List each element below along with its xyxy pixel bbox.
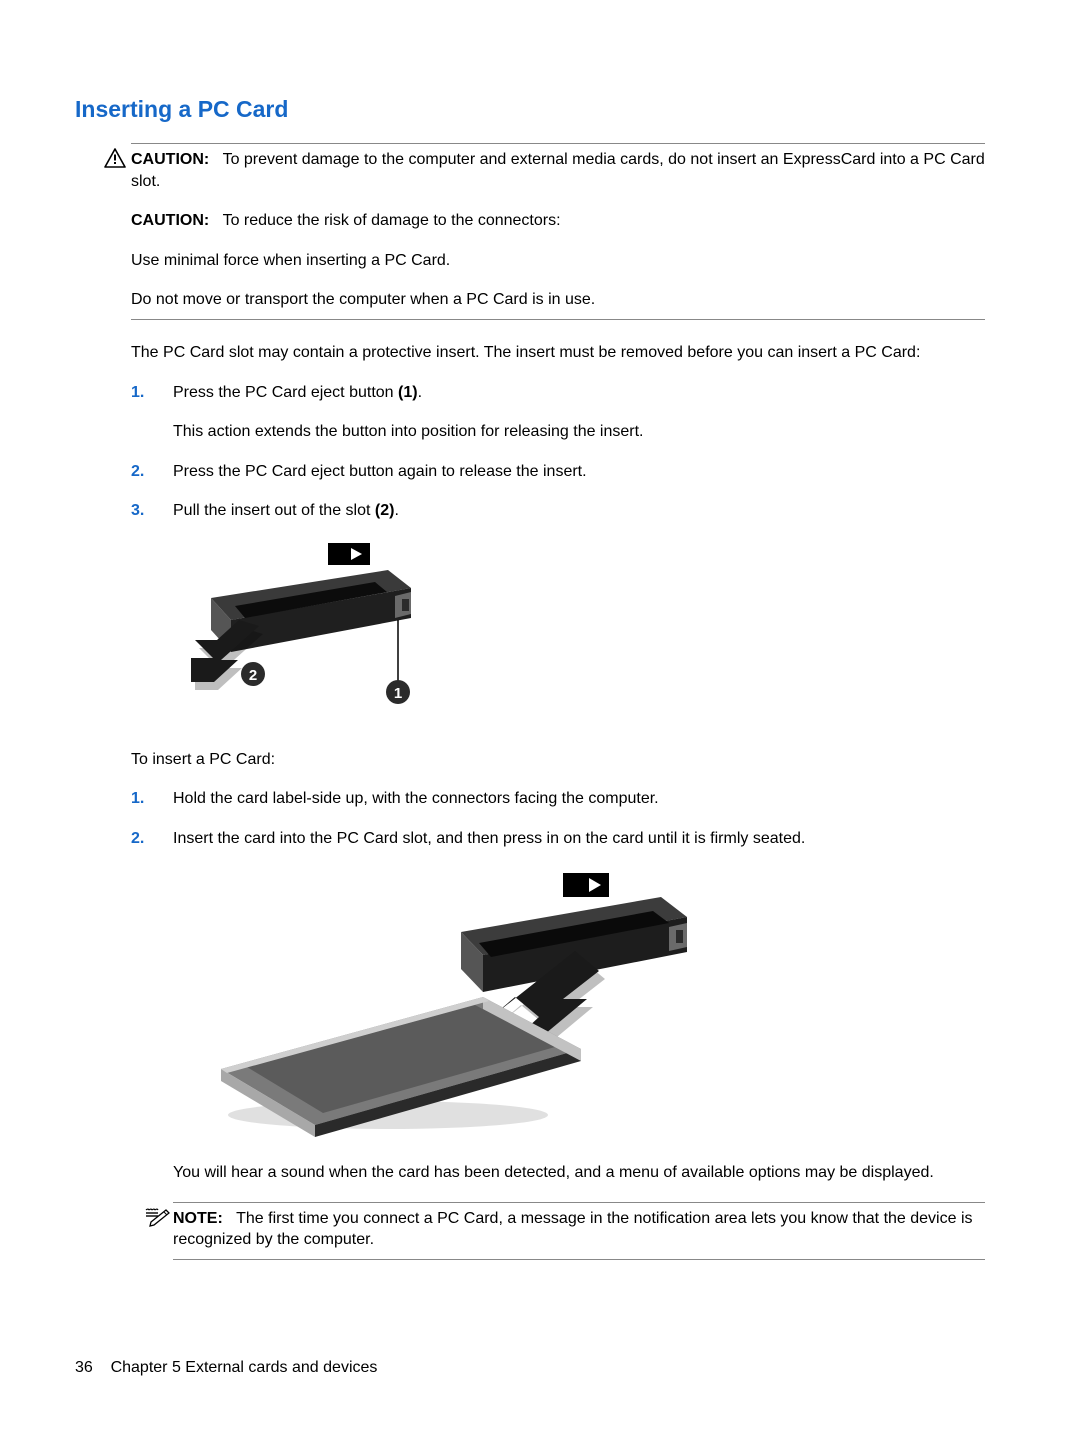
- page-number: 36: [75, 1359, 93, 1376]
- step-3-text: Pull the insert out of the slot (2).: [173, 500, 985, 522]
- chapter-title: Chapter 5 External cards and devices: [111, 1359, 378, 1376]
- caution-paragraph-2: CAUTION: To reduce the risk of damage to…: [131, 210, 985, 232]
- caution-paragraph-3: Use minimal force when inserting a PC Ca…: [131, 250, 985, 272]
- step-number: 1.: [131, 788, 144, 810]
- step2-2-aftertext: You will hear a sound when the card has …: [173, 1162, 985, 1184]
- step-3-text-c: .: [394, 502, 398, 519]
- step-number: 1.: [131, 382, 144, 404]
- intro-text: The PC Card slot may contain a protectiv…: [131, 342, 985, 364]
- note-paragraph: NOTE: The first time you connect a PC Ca…: [173, 1208, 985, 1251]
- warning-triangle-icon: [104, 148, 126, 175]
- intro-paragraph: The PC Card slot may contain a protectiv…: [131, 342, 985, 364]
- step-number: 2.: [131, 828, 144, 850]
- callout-1-label: 1: [394, 685, 402, 702]
- caution-paragraph-1: CAUTION: To prevent damage to the comput…: [131, 149, 985, 192]
- intro-2-paragraph: To insert a PC Card:: [131, 749, 985, 771]
- step-1-text-c: .: [418, 384, 422, 401]
- step-2: 2. Press the PC Card eject button again …: [131, 461, 985, 483]
- callout-2-label: 2: [249, 667, 257, 684]
- step-1: 1. Press the PC Card eject button (1). T…: [131, 382, 985, 443]
- caution-label-2: CAUTION:: [131, 212, 209, 229]
- caution-label: CAUTION:: [131, 151, 209, 168]
- figure-1: 1 2: [173, 540, 985, 727]
- step2-1-text: Hold the card label-side up, with the co…: [173, 788, 985, 810]
- figure-2: [173, 867, 985, 1144]
- step-number: 2.: [131, 461, 144, 483]
- note-text: The first time you connect a PC Card, a …: [173, 1210, 973, 1249]
- step-3-text-a: Pull the insert out of the slot: [173, 502, 375, 519]
- step-1-text-b: (1): [398, 384, 418, 401]
- note-block: NOTE: The first time you connect a PC Ca…: [173, 1202, 985, 1260]
- intro-2-text: To insert a PC Card:: [131, 749, 985, 771]
- note-pencil-icon: [144, 1207, 170, 1234]
- step-1-text: Press the PC Card eject button (1).: [173, 382, 985, 404]
- step-1-subtext: This action extends the button into posi…: [173, 421, 985, 443]
- caution-paragraph-4: Do not move or transport the computer wh…: [131, 289, 985, 311]
- page-footer: 36 Chapter 5 External cards and devices: [75, 1357, 377, 1379]
- caution-text-2: To reduce the risk of damage to the conn…: [223, 212, 561, 229]
- caution-block: CAUTION: To prevent damage to the comput…: [131, 143, 985, 320]
- step-1-text-a: Press the PC Card eject button: [173, 384, 398, 401]
- step-number: 3.: [131, 500, 144, 522]
- step-2-text: Press the PC Card eject button again to …: [173, 461, 985, 483]
- steps-list-2: 1. Hold the card label-side up, with the…: [131, 788, 985, 1260]
- step2-1: 1. Hold the card label-side up, with the…: [131, 788, 985, 810]
- caution-text-1: To prevent damage to the computer and ex…: [131, 151, 985, 190]
- note-label: NOTE:: [173, 1210, 223, 1227]
- step2-2: 2. Insert the card into the PC Card slot…: [131, 828, 985, 1260]
- step2-2-text: Insert the card into the PC Card slot, a…: [173, 828, 985, 850]
- page-heading: Inserting a PC Card: [75, 94, 985, 125]
- steps-list-1: 1. Press the PC Card eject button (1). T…: [131, 382, 985, 522]
- step-3: 3. Pull the insert out of the slot (2).: [131, 500, 985, 522]
- step-3-text-b: (2): [375, 502, 395, 519]
